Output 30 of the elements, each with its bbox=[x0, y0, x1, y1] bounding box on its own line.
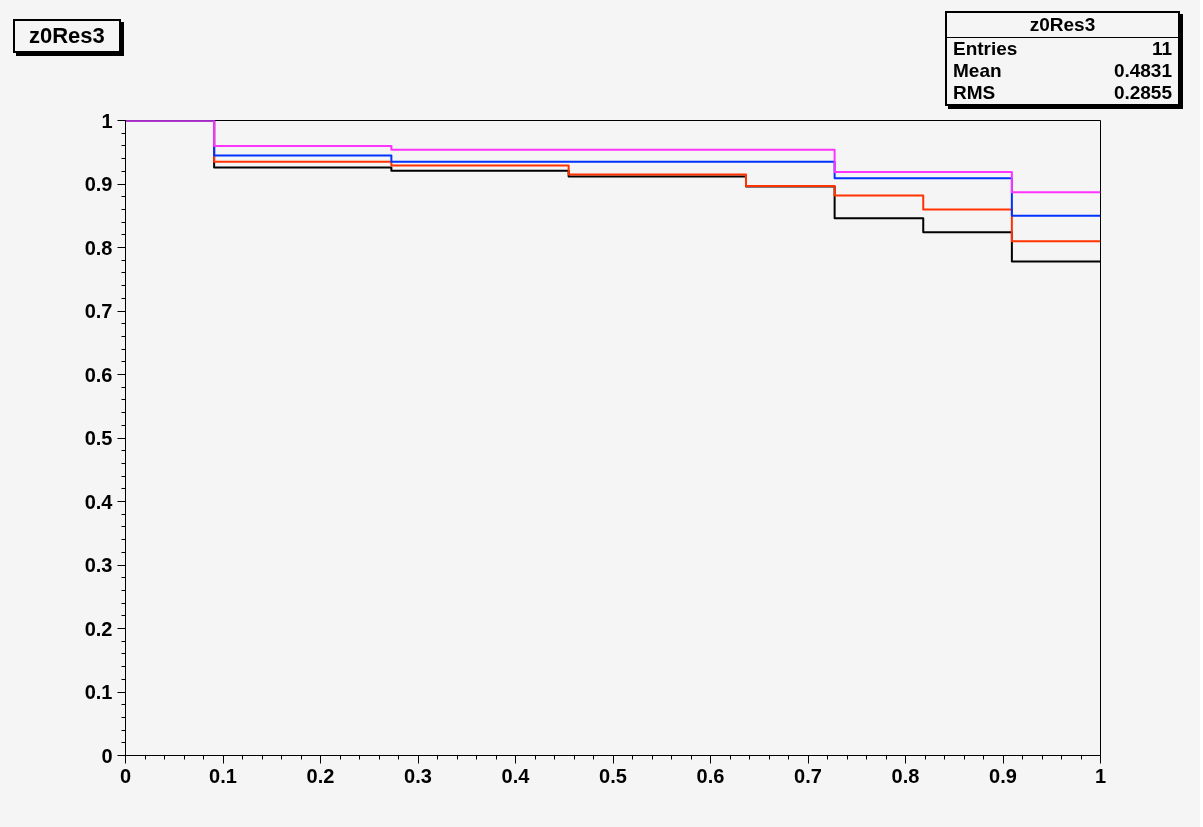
text: 0.2855 bbox=[1113, 82, 1172, 104]
y-tick-label: 0.4 bbox=[84, 490, 114, 513]
text: RMS bbox=[953, 82, 996, 104]
text: 11 bbox=[1151, 38, 1172, 60]
y-tick-label: 1 bbox=[101, 109, 113, 132]
text: z0Res3 bbox=[947, 13, 1178, 38]
x-tick-label: 0.1 bbox=[209, 764, 237, 787]
y-tick-label: 0 bbox=[101, 744, 113, 767]
x-tick-label: 0 bbox=[119, 764, 132, 787]
x-tick-label: 0.4 bbox=[501, 764, 531, 787]
y-tick-label: 0.5 bbox=[84, 427, 113, 449]
y-tick-label: 0.9 bbox=[84, 173, 113, 195]
x-tick-label: 0.2 bbox=[306, 764, 335, 787]
y-tick-label: 0.6 bbox=[84, 363, 113, 386]
x-tick-label: 0.5 bbox=[599, 764, 627, 787]
text: Entries bbox=[953, 38, 1018, 60]
x-tick-label: 1 bbox=[1094, 764, 1107, 787]
y-tick-label: 0.2 bbox=[84, 617, 113, 640]
y-tick-label: 0.8 bbox=[84, 236, 113, 259]
y-tick-label: 0.7 bbox=[84, 300, 113, 322]
x-tick-label: 0.8 bbox=[891, 764, 920, 787]
x-tick-label: 0.9 bbox=[989, 764, 1017, 787]
y-tick-label: 0.3 bbox=[84, 554, 113, 576]
y-tick-label: 0.1 bbox=[84, 681, 113, 703]
chart-title: z0Res3 bbox=[13, 19, 121, 53]
text: 0.4831 bbox=[1113, 60, 1172, 82]
x-tick-label: 0.3 bbox=[404, 764, 432, 787]
x-tick-label: 0.6 bbox=[696, 764, 725, 787]
x-tick-label: 0.7 bbox=[794, 764, 822, 787]
text: Mean bbox=[953, 60, 1002, 82]
